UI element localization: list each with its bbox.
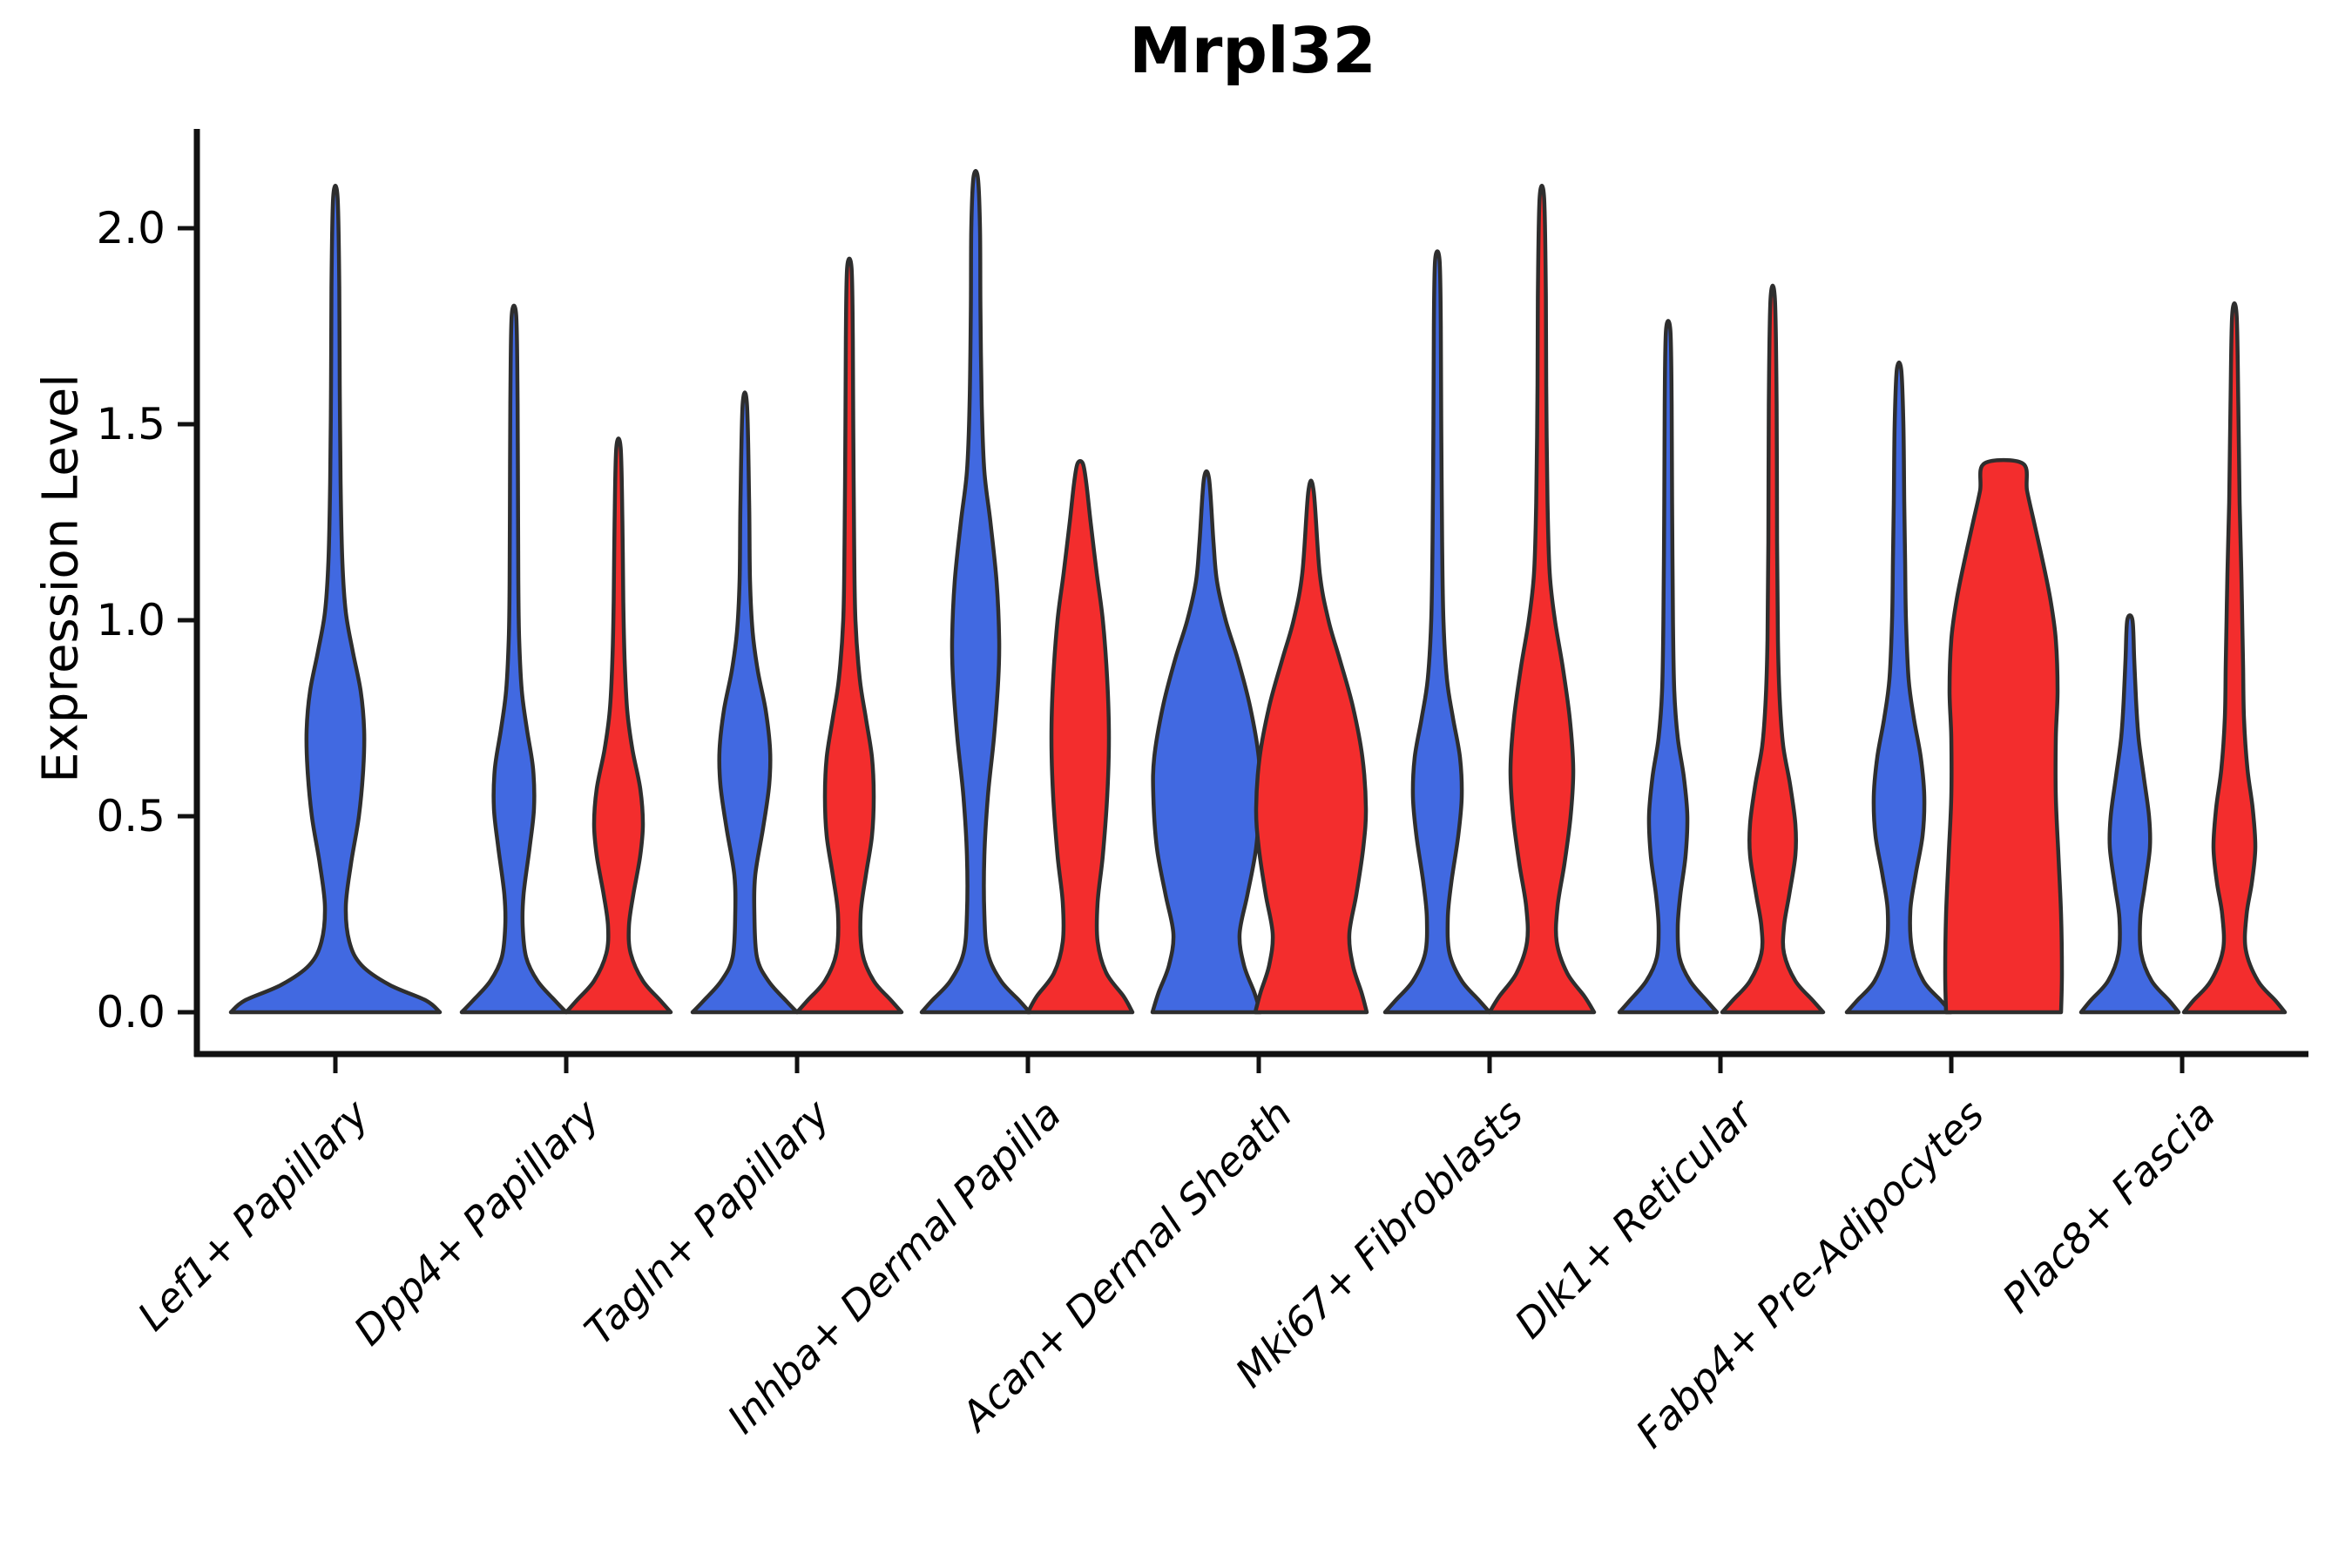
violin-plac8-fascia-red xyxy=(2181,301,2288,1015)
violin-mki67-fibroblasts-red xyxy=(1487,183,1597,1015)
y-tick-label-0.0: 0.0 xyxy=(96,987,166,1037)
violin-fabp4-pre-adipocytes-blue xyxy=(1844,360,1954,1015)
violin-tagln-papillary-red xyxy=(794,256,904,1015)
violin-tagln-papillary-blue xyxy=(690,390,800,1015)
violin-dpp4-papillary-blue xyxy=(459,303,569,1015)
y-tick-label-1.5: 1.5 xyxy=(96,399,166,449)
chart-title: Mrpl32 xyxy=(1129,14,1376,87)
violin-inhba-dermal-papilla-blue xyxy=(919,168,1032,1015)
violin-inhba-dermal-papilla-red xyxy=(1025,459,1135,1015)
violin-dpp4-papillary-red xyxy=(564,436,673,1015)
violin-lef1-papillary-blue xyxy=(228,183,443,1015)
y-tick-label-2.0: 2.0 xyxy=(96,203,166,253)
violin-dlk1-reticular-blue xyxy=(1617,319,1720,1015)
violin-mki67-fibroblasts-blue xyxy=(1382,249,1492,1015)
violin-fabp4-pre-adipocytes-red xyxy=(1943,457,2065,1015)
y-tick-label-0.5: 0.5 xyxy=(96,791,166,841)
violin-dlk1-reticular-red xyxy=(1720,283,1826,1015)
violin-acan-dermal-sheath-blue xyxy=(1150,469,1263,1015)
violin-plac8-fascia-blue xyxy=(2078,613,2181,1015)
y-tick-label-1.0: 1.0 xyxy=(96,595,166,645)
violin-acan-dermal-sheath-red xyxy=(1253,478,1369,1015)
